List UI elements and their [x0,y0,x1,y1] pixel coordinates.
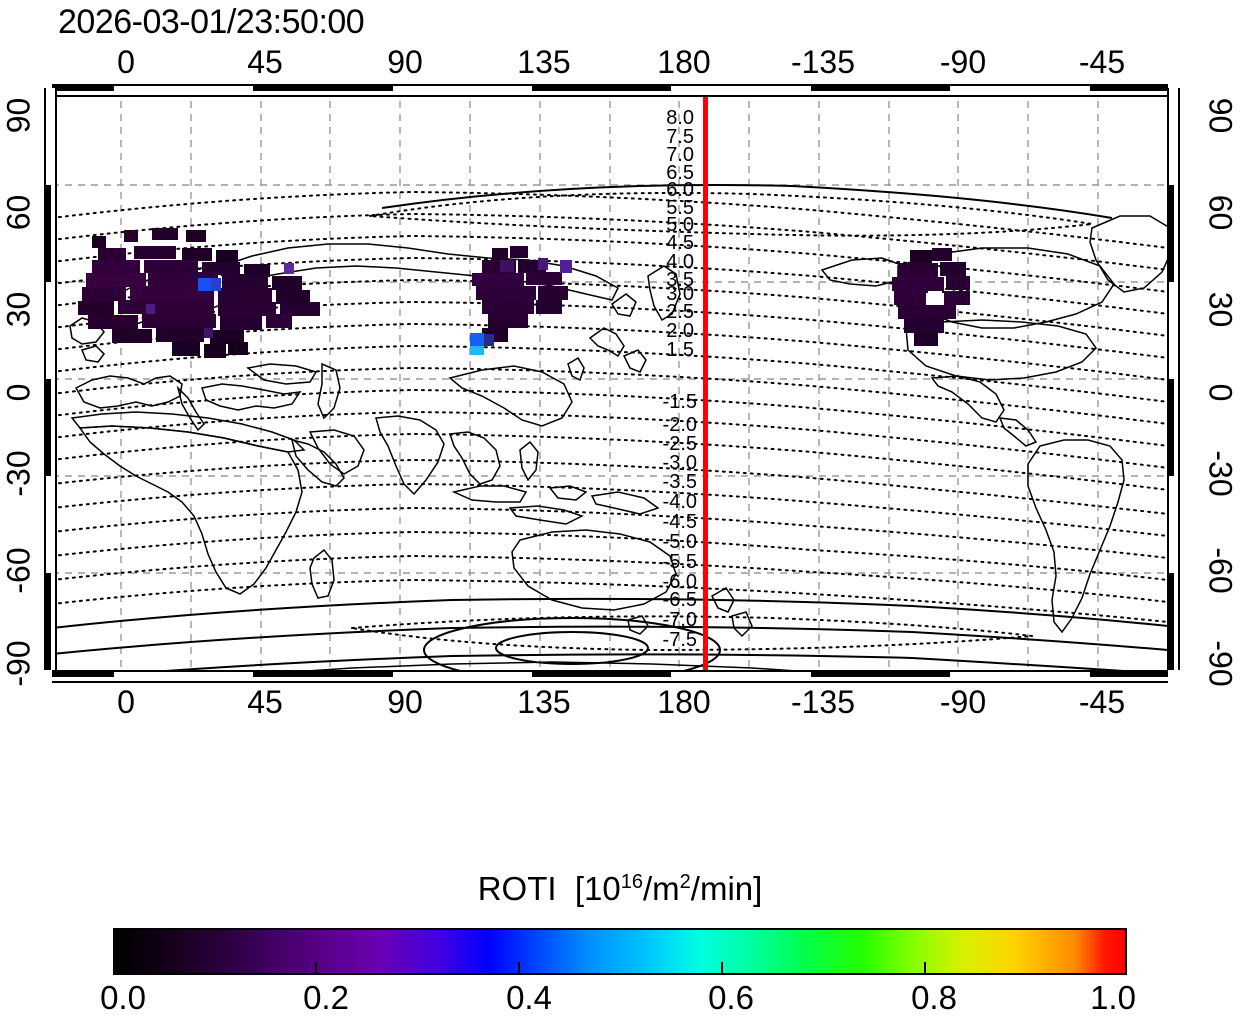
xtick-top-135: 135 [517,44,571,80]
solar-terminator-line [703,88,708,670]
svg-text:4.0: 4.0 [666,251,694,273]
ytick-left-m30: -30 [0,450,37,497]
xtick-bottom-180: 180 [657,684,711,720]
ytick-left-90: 90 [0,97,37,134]
axis-ruler-bottom [52,670,1168,683]
xtick-top-180: 180 [657,44,711,80]
colorbar-gradient[interactable] [113,928,1127,975]
ytick-right-0: 0 [1202,383,1239,402]
svg-text:2.5: 2.5 [666,301,694,323]
svg-text:4.5: 4.5 [666,232,694,254]
svg-text:8.0: 8.0 [666,107,694,129]
svg-text:7.5: 7.5 [666,126,694,148]
colorbar-label-2: 0.4 [506,979,552,1016]
svg-text:-7.5: -7.5 [663,629,697,651]
xtick-bottom-0: 0 [117,684,135,720]
xtick-top-90: 90 [387,44,423,80]
geomagnetic-contours [52,190,1168,652]
svg-text:5.0: 5.0 [666,214,694,236]
svg-text:-3.0: -3.0 [663,452,697,474]
colorbar-label-0: 0.0 [100,979,146,1016]
roti-data-north-america [892,248,970,346]
svg-text:-7.0: -7.0 [663,609,697,631]
axis-ruler-right [1167,88,1180,670]
svg-text:-3.5: -3.5 [663,471,697,493]
svg-text:3.0: 3.0 [666,283,694,305]
xtick-bottom-m45: -45 [1078,684,1126,720]
colorbar-tick-2 [518,962,520,975]
xtick-bottom-m135: -135 [790,684,856,720]
svg-text:1.5: 1.5 [666,339,694,361]
colorbar-tick-4 [924,962,926,975]
svg-text:-6.5: -6.5 [663,589,697,611]
contour-labels: 8.0 7.5 7.0 6.5 6.0 5.5 5.0 4.5 4.0 3.5 … [663,107,697,651]
svg-text:-2.5: -2.5 [663,433,697,455]
colorbar-title: ROTI [1016/m2/min] [0,870,1240,908]
xtick-bottom-135: 135 [517,684,571,720]
colorbar-units-mid: /m [642,870,680,907]
map-plot-area[interactable]: 8.0 7.5 7.0 6.5 6.0 5.5 5.0 4.5 4.0 3.5 … [52,88,1168,670]
colorbar-units-exponent: 16 [620,871,643,893]
geomagnetic-contours-solid [52,183,1168,670]
xtick-top-0: 0 [117,44,135,80]
coastlines [69,215,1168,670]
axis-ruler-top [52,84,1168,97]
xtick-bottom-45: 45 [247,684,283,720]
svg-text:-2.0: -2.0 [663,414,697,436]
colorbar-label-4: 0.8 [911,979,957,1016]
svg-text:6.5: 6.5 [666,162,694,184]
ytick-right-60: 60 [1202,194,1239,231]
xtick-top-m90: -90 [939,44,987,80]
colorbar-units-exponent-2: 2 [679,871,691,893]
colorbar-tick-5 [1125,962,1127,975]
xtick-top-m45: -45 [1078,44,1126,80]
xtick-bottom-m90: -90 [939,684,987,720]
colorbar-tick-3 [721,962,723,975]
map-canvas: 8.0 7.5 7.0 6.5 6.0 5.5 5.0 4.5 4.0 3.5 … [52,88,1168,670]
ytick-right-90: 90 [1202,97,1239,134]
roti-data-europe [78,228,320,358]
svg-text:7.0: 7.0 [666,144,694,166]
svg-text:2.0: 2.0 [666,320,694,342]
colorbar-tick-1 [315,962,317,975]
svg-text:-5.5: -5.5 [663,551,697,573]
colorbar-units-open: [10 [574,870,621,907]
colorbar-label-1: 0.2 [303,979,349,1016]
page-title: 2026-03-01/23:50:00 [58,3,365,41]
svg-text:-6.0: -6.0 [663,571,697,593]
ytick-left-m90: -90 [0,640,37,687]
colorbar-label-3: 0.6 [708,979,754,1016]
colorbar-quantity-label: ROTI [477,870,557,907]
xtick-top-m135: -135 [790,44,856,80]
svg-text:-4.5: -4.5 [663,511,697,533]
svg-text:-1.5: -1.5 [663,391,697,413]
svg-text:-4.0: -4.0 [663,491,697,513]
colorbar-units-close: /min] [690,870,763,907]
ytick-right-m60: -60 [1202,547,1239,594]
colorbar-label-5: 1.0 [1090,979,1136,1016]
xtick-top-45: 45 [247,44,283,80]
svg-text:3.5: 3.5 [666,269,694,291]
svg-text:6.0: 6.0 [666,179,694,201]
roti-data-east-asia [470,246,572,355]
ytick-right-m30: -30 [1202,450,1239,497]
ytick-left-30: 30 [0,291,37,328]
axis-ruler-left [44,88,57,670]
ytick-left-60: 60 [0,194,37,231]
ytick-right-m90: -90 [1202,640,1239,687]
xtick-bottom-90: 90 [387,684,423,720]
ytick-left-0: 0 [0,383,37,402]
ytick-right-30: 30 [1202,291,1239,328]
colorbar-tick-0 [113,962,115,975]
svg-text:-5.0: -5.0 [663,531,697,553]
ytick-left-m60: -60 [0,547,37,594]
svg-text:5.5: 5.5 [666,197,694,219]
